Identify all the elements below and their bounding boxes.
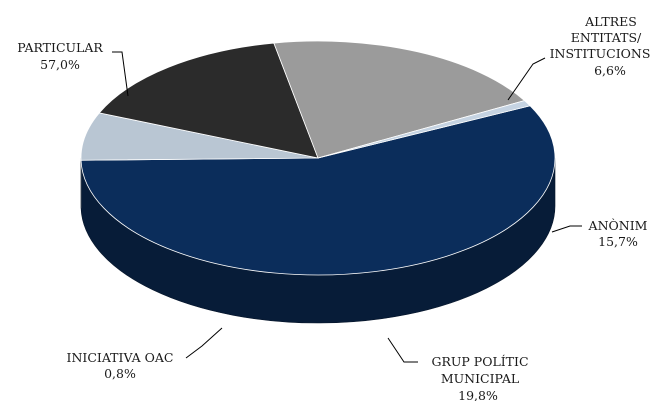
value-iniciativa: 0,8% <box>104 366 136 381</box>
leader-iniciativa <box>185 327 223 359</box>
pie-slice-3 <box>273 40 526 159</box>
label-altres-2: ENTITATS/ <box>571 30 642 45</box>
label-particular: PARTICULAR <box>17 40 103 55</box>
leader-grup <box>387 337 418 363</box>
leader-anonim <box>551 225 582 233</box>
pie-slice-0 <box>80 105 556 276</box>
pie-slice-4 <box>317 100 531 159</box>
label-altres-3: INSTITUCIONS <box>550 46 651 61</box>
leader-altres <box>507 57 546 101</box>
leader-particular <box>112 51 129 97</box>
label-iniciativa: INICIATIVA OAC <box>67 350 174 365</box>
pie-top-slices <box>80 40 556 276</box>
value-anonim: 15,7% <box>598 234 638 249</box>
label-grup-2: MUNICIPAL <box>441 371 519 386</box>
pie-slice-2 <box>98 42 319 159</box>
label-altres-1: ALTRES <box>584 14 637 29</box>
value-altres: 6,6% <box>594 63 626 78</box>
value-particular: 57,0% <box>40 57 80 72</box>
label-anonim: ANÒNIM <box>588 217 648 233</box>
value-grup: 19,8% <box>458 388 498 401</box>
label-grup-1: GRUP POLÍTIC <box>431 354 528 369</box>
